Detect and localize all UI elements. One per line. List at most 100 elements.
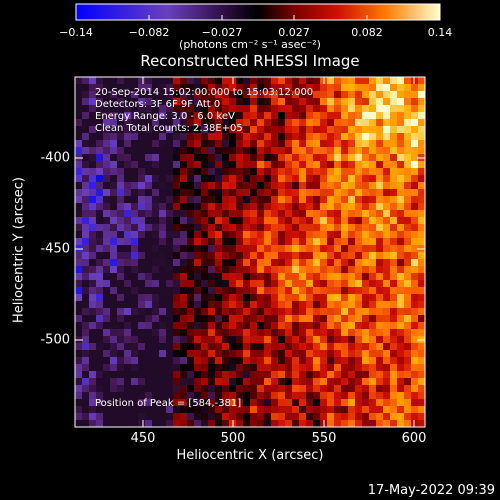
image-pixel bbox=[159, 119, 167, 127]
image-pixel bbox=[257, 385, 265, 393]
image-pixel bbox=[138, 371, 146, 379]
image-pixel bbox=[334, 308, 342, 316]
image-pixel bbox=[124, 161, 132, 169]
image-pixel bbox=[131, 147, 139, 155]
image-pixel bbox=[250, 245, 258, 253]
image-pixel bbox=[334, 378, 342, 386]
image-pixel bbox=[243, 385, 251, 393]
image-pixel bbox=[208, 273, 216, 281]
image-pixel bbox=[334, 147, 342, 155]
image-pixel bbox=[236, 168, 244, 176]
image-pixel bbox=[243, 259, 251, 267]
image-pixel bbox=[222, 273, 230, 281]
image-pixel bbox=[320, 399, 328, 407]
image-pixel bbox=[355, 175, 363, 183]
image-pixel bbox=[89, 119, 97, 127]
image-pixel bbox=[369, 392, 377, 400]
image-pixel bbox=[89, 210, 97, 218]
image-pixel bbox=[383, 259, 391, 267]
image-pixel bbox=[229, 273, 237, 281]
image-pixel bbox=[187, 364, 195, 372]
image-pixel bbox=[397, 126, 405, 134]
image-pixel bbox=[250, 140, 258, 148]
image-pixel bbox=[299, 196, 307, 204]
image-pixel bbox=[229, 322, 237, 330]
image-pixel bbox=[75, 308, 83, 316]
image-pixel bbox=[299, 315, 307, 323]
image-pixel bbox=[369, 154, 377, 162]
image-pixel bbox=[411, 175, 419, 183]
image-pixel bbox=[82, 301, 90, 309]
image-pixel bbox=[236, 105, 244, 113]
image-pixel bbox=[138, 231, 146, 239]
image-pixel bbox=[306, 280, 314, 288]
image-pixel bbox=[96, 322, 104, 330]
image-pixel bbox=[222, 336, 230, 344]
image-pixel bbox=[110, 315, 118, 323]
image-pixel bbox=[355, 301, 363, 309]
image-pixel bbox=[131, 203, 139, 211]
image-pixel bbox=[327, 133, 335, 141]
image-pixel bbox=[180, 301, 188, 309]
image-pixel bbox=[271, 91, 279, 99]
image-pixel bbox=[278, 91, 286, 99]
image-pixel bbox=[187, 294, 195, 302]
image-pixel bbox=[89, 364, 97, 372]
image-pixel bbox=[89, 217, 97, 225]
image-pixel bbox=[173, 238, 181, 246]
image-pixel bbox=[376, 308, 384, 316]
image-pixel bbox=[348, 231, 356, 239]
image-pixel bbox=[278, 175, 286, 183]
image-pixel bbox=[299, 161, 307, 169]
image-pixel bbox=[341, 217, 349, 225]
image-pixel bbox=[243, 189, 251, 197]
image-pixel bbox=[222, 147, 230, 155]
image-pixel bbox=[362, 217, 370, 225]
image-pixel bbox=[229, 252, 237, 260]
image-pixel bbox=[229, 266, 237, 274]
image-pixel bbox=[215, 273, 223, 281]
image-pixel bbox=[117, 413, 125, 421]
image-pixel bbox=[285, 315, 293, 323]
image-pixel bbox=[75, 259, 83, 267]
y-axis-label: Heliocentric Y (arcsec) bbox=[11, 177, 27, 323]
image-pixel bbox=[369, 189, 377, 197]
image-pixel bbox=[243, 301, 251, 309]
image-pixel bbox=[411, 392, 419, 400]
image-pixel bbox=[404, 224, 412, 232]
image-pixel bbox=[89, 357, 97, 365]
image-pixel bbox=[124, 168, 132, 176]
image-pixel bbox=[152, 168, 160, 176]
image-pixel bbox=[173, 308, 181, 316]
image-pixel bbox=[236, 154, 244, 162]
image-pixel bbox=[159, 147, 167, 155]
image-pixel bbox=[166, 413, 174, 421]
image-pixel bbox=[180, 273, 188, 281]
image-pixel bbox=[264, 294, 272, 302]
image-pixel bbox=[313, 385, 321, 393]
image-pixel bbox=[201, 210, 209, 218]
image-pixel bbox=[152, 112, 160, 120]
x-tick-label: 550 bbox=[311, 431, 337, 446]
image-pixel bbox=[306, 84, 314, 92]
image-pixel bbox=[320, 252, 328, 260]
image-pixel bbox=[187, 175, 195, 183]
image-pixel bbox=[75, 105, 83, 113]
image-pixel bbox=[341, 378, 349, 386]
image-pixel bbox=[215, 329, 223, 337]
image-pixel bbox=[411, 371, 419, 379]
image-pixel bbox=[278, 322, 286, 330]
image-pixel bbox=[404, 385, 412, 393]
image-pixel bbox=[250, 329, 258, 337]
image-pixel bbox=[404, 140, 412, 148]
image-pixel bbox=[236, 119, 244, 127]
image-pixel bbox=[257, 420, 265, 427]
image-pixel bbox=[201, 147, 209, 155]
image-pixel bbox=[124, 413, 132, 421]
image-pixel bbox=[278, 399, 286, 407]
image-pixel bbox=[194, 406, 202, 414]
image-pixel bbox=[292, 154, 300, 162]
image-pixel bbox=[173, 287, 181, 295]
image-pixel bbox=[236, 357, 244, 365]
image-pixel bbox=[96, 371, 104, 379]
